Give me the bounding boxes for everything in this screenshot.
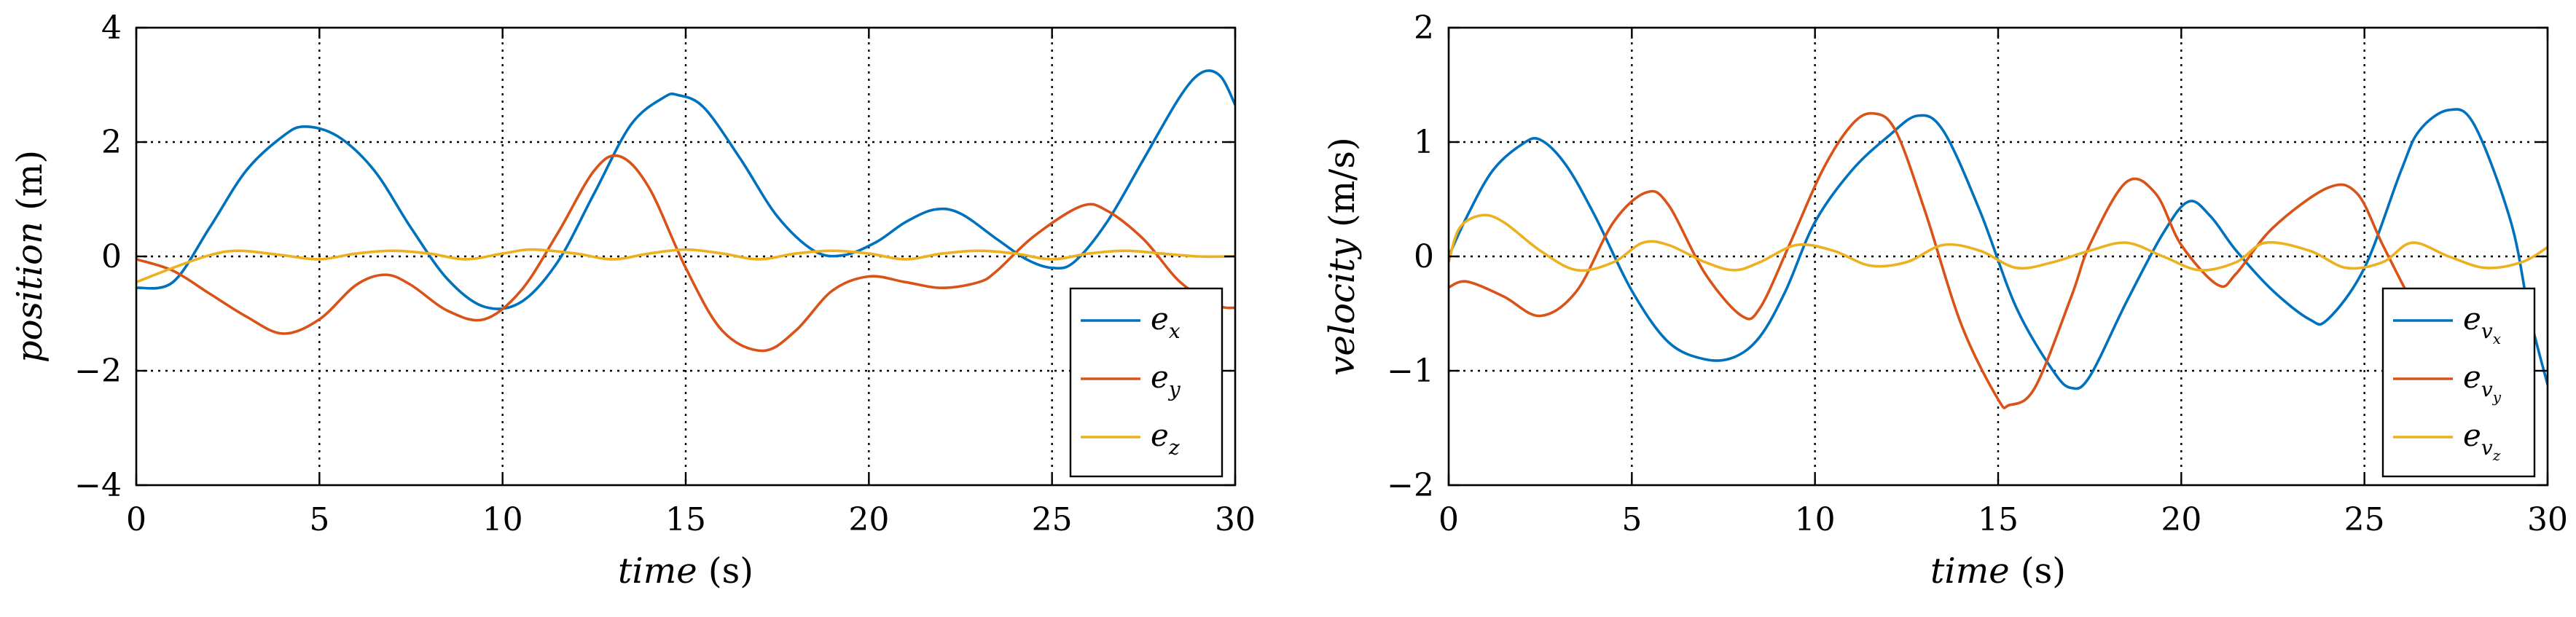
legend-label-e_y: ey [1151, 359, 1181, 401]
x-tick-label: 30 [2527, 501, 2568, 538]
x-tick-label: 15 [1978, 501, 2019, 538]
y-axis-label: position (m) [9, 150, 50, 363]
legend-label-e_vy: evy [2463, 359, 2502, 406]
y-tick-label: 1 [1414, 124, 1434, 161]
x-tick-label: 20 [2161, 501, 2201, 538]
velocity-series-group [1449, 108, 2548, 409]
x-tick-label: 0 [126, 501, 146, 538]
legend-box [2381, 287, 2536, 478]
legend: ex ey ez [1069, 287, 1224, 478]
legend: evx evy evz [2381, 287, 2536, 478]
series-line-e_y [136, 154, 1235, 353]
position-chart: 0 5 10 15 20 25 30 −4 −2 0 2 4 time (s) position (m) e… [9, 9, 1256, 592]
legend-label-e_vz: evz [2463, 417, 2501, 464]
y-tick-label: −4 [74, 467, 122, 504]
x-tick-label: 5 [309, 501, 329, 538]
y-tick-label: 0 [101, 238, 122, 275]
x-axis-label: time (s) [618, 551, 753, 592]
x-tick-label: 25 [1032, 501, 1073, 538]
y-tick-label: 4 [101, 9, 122, 47]
legend-label-e_x: ex [1151, 301, 1181, 343]
x-tick-label: 0 [1438, 501, 1459, 538]
x-tick-label: 10 [1795, 501, 1836, 538]
x-tick-label: 10 [482, 501, 523, 538]
velocity-chart: 0 5 10 15 20 25 30 −2 −1 0 1 2 time (s) velocity (m/s… [1322, 9, 2568, 592]
x-axis-label: time (s) [1930, 551, 2066, 592]
series-line-e_x [136, 69, 1235, 310]
y-tick-label: 0 [1414, 238, 1434, 275]
x-tick-label: 25 [2344, 501, 2385, 538]
x-tick-label: 15 [665, 501, 706, 538]
y-tick-label: 2 [101, 124, 122, 161]
x-tick-label: 30 [1215, 501, 1256, 538]
y-tick-label: −2 [74, 353, 122, 390]
legend-label-e_vx: evx [2463, 301, 2501, 347]
y-tick-label: −2 [1387, 467, 1434, 504]
y-axis-label: velocity (m/s) [1322, 137, 1363, 375]
x-tick-label: 5 [1621, 501, 1642, 538]
legend-box [1069, 287, 1224, 478]
y-tick-label: −1 [1387, 353, 1434, 390]
position-series-group [136, 69, 1235, 353]
series-line-e_vz [1449, 213, 2548, 272]
axes-frame [135, 26, 1237, 487]
legend-label-e_z: ez [1151, 417, 1180, 460]
y-tick-label: 2 [1414, 9, 1434, 47]
series-line-e_z [136, 248, 1235, 284]
axes-frame [1447, 26, 2549, 487]
x-tick-label: 20 [848, 501, 889, 538]
series-line-e_vy [1449, 111, 2432, 409]
series-line-e_vx [1449, 108, 2548, 390]
